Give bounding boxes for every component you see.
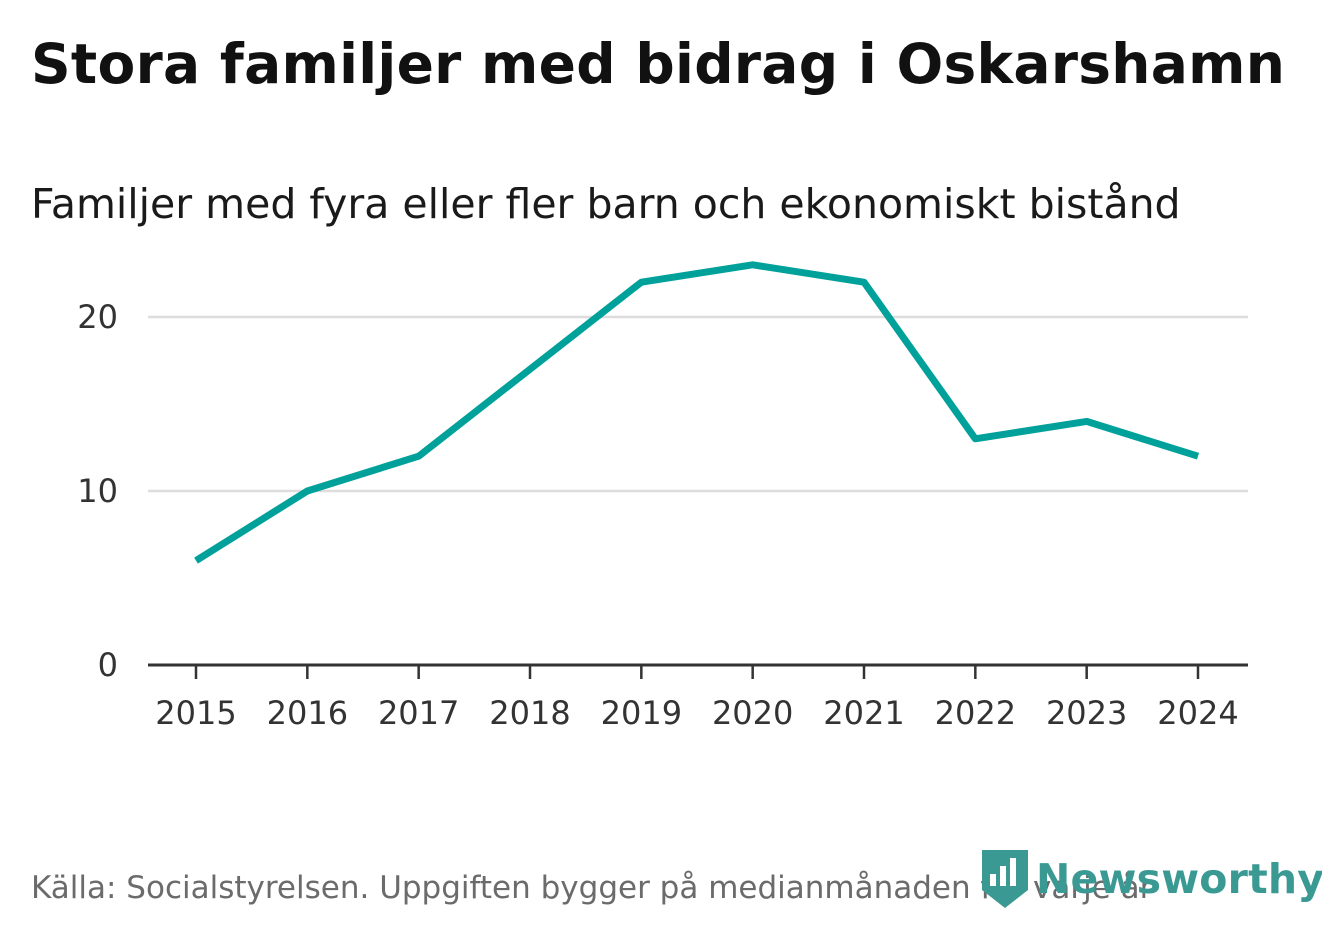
chart-title: Stora familjer med bidrag i Oskarshamn xyxy=(31,32,1286,96)
x-tick-label: 2018 xyxy=(489,694,570,732)
y-tick-label: 0 xyxy=(98,646,118,684)
x-tick-label: 2019 xyxy=(601,694,682,732)
x-tick-label: 2024 xyxy=(1157,694,1238,732)
x-tick-label: 2021 xyxy=(823,694,904,732)
series-lines xyxy=(194,261,1200,564)
gridlines xyxy=(148,315,1248,493)
y-tick-label: 10 xyxy=(77,472,118,510)
newsworthy-logo-icon xyxy=(982,850,1028,908)
x-tick-label: 2016 xyxy=(267,694,348,732)
x-tick-label: 2022 xyxy=(935,694,1016,732)
series-line xyxy=(194,261,1200,564)
x-axis-ticks: 2015 2016 2017 2018 2019 2020 2021 2022 2023 2024 xyxy=(155,665,1239,732)
x-tick-label: 2020 xyxy=(712,694,793,732)
source-note: Källa: Socialstyrelsen. Uppgiften bygger… xyxy=(31,870,1153,906)
chart-subtitle: Familjer med fyra eller fler barn och ek… xyxy=(31,180,1181,228)
brand-name: Newsworthy xyxy=(1036,855,1322,903)
x-tick-label: 2023 xyxy=(1046,694,1127,732)
x-tick-label: 2017 xyxy=(378,694,459,732)
brand-logo: Newsworthy xyxy=(980,848,1322,910)
y-tick-label: 20 xyxy=(77,298,118,336)
x-tick-label: 2015 xyxy=(155,694,236,732)
y-axis-labels: 0 10 20 xyxy=(77,298,118,684)
